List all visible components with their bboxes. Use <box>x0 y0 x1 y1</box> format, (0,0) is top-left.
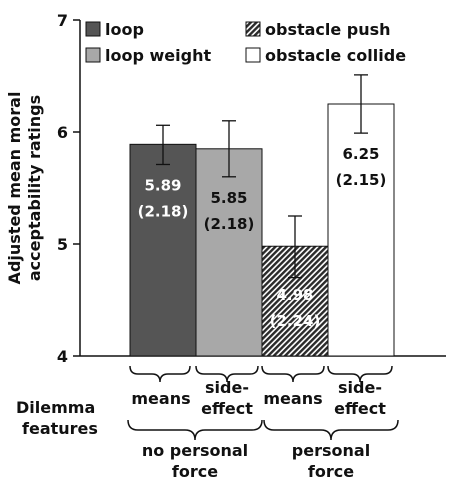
group-label-1-line-2: force <box>172 462 218 481</box>
feature-label-2-line-1: side- <box>205 378 249 397</box>
group-brace-1 <box>127 419 263 441</box>
legend-label-1: loop weight <box>105 46 211 65</box>
bars: 5.89 (2.18) 5.85 (2.18) 4.98 (2.24) 6.25 (2.15) <box>129 74 395 357</box>
y-tick-label-0: 4 <box>57 347 68 366</box>
feature-brace-2 <box>195 365 259 383</box>
legend: loop loop weight obstacle push obstacle col… <box>85 20 406 65</box>
legend-swatch-3 <box>245 47 261 63</box>
y-axis-title-line-2: acceptability ratings <box>25 95 44 281</box>
y-tick-label-2: 6 <box>57 123 68 142</box>
legend-label-3: obstacle collide <box>265 46 406 65</box>
value-label-3: 6.25 <box>342 145 379 163</box>
value-label-0: 5.89 <box>144 176 181 194</box>
value-label-2: 4.98 <box>276 286 313 304</box>
legend-swatch-0 <box>85 21 101 37</box>
y-tick-label-1: 5 <box>57 235 68 254</box>
legend-swatch-2 <box>245 21 261 37</box>
y-ticks: 4 5 6 7 <box>57 11 80 366</box>
y-tick-label-3: 7 <box>57 11 68 30</box>
feature-brace-3 <box>261 365 325 383</box>
group-label-1-line-1: no personal <box>142 441 248 460</box>
group-brace-2 <box>263 419 399 441</box>
legend-label-2: obstacle push <box>265 20 391 39</box>
group-label-2-line-2: force <box>308 462 354 481</box>
feature-label-1: means <box>131 389 190 408</box>
x-annotations: Dilemma features means side- effect mean… <box>16 365 399 481</box>
feature-brace-1 <box>129 365 191 383</box>
feature-label-3: means <box>263 389 322 408</box>
legend-label-0: loop <box>105 20 144 39</box>
sd-label-2: (2.24) <box>270 312 321 330</box>
bar-0 <box>129 143 197 357</box>
bar-1 <box>195 148 263 357</box>
y-axis-title-line-1: Adjusted mean moral <box>5 92 24 285</box>
feature-brace-4 <box>327 365 393 383</box>
legend-swatch-1 <box>85 47 101 63</box>
feature-label-2-line-2: effect <box>201 399 253 418</box>
sd-label-1: (2.18) <box>204 215 255 233</box>
feature-label-4-line-2: effect <box>334 399 386 418</box>
group-label-2-line-1: personal <box>292 441 370 460</box>
row-title-line-1: Dilemma <box>16 398 95 417</box>
value-label-1: 5.85 <box>210 189 247 207</box>
sd-label-0: (2.18) <box>138 202 189 220</box>
sd-label-3: (2.15) <box>336 171 387 189</box>
feature-label-4-line-1: side- <box>338 378 382 397</box>
row-title-line-2: features <box>22 419 98 438</box>
bar-3 <box>327 103 395 357</box>
